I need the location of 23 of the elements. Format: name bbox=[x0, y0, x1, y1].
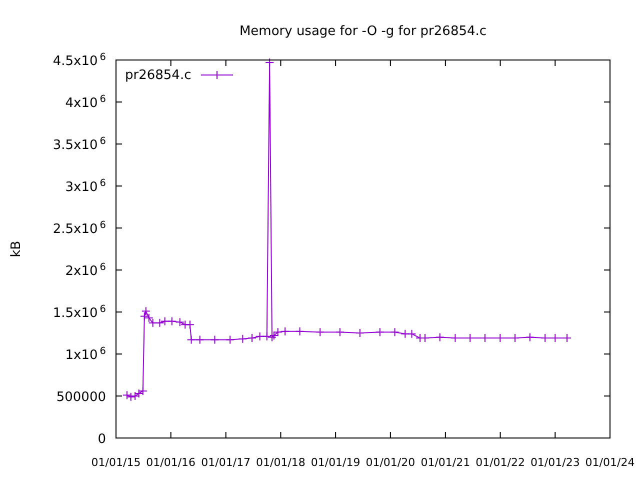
y-tick-label: 3x10$^{6}$ bbox=[65, 178, 106, 195]
x-tick-label: 01/01/18 bbox=[256, 456, 306, 469]
x-tick-label: 01/01/20 bbox=[366, 456, 416, 469]
y-tick-label: 3.5x10$^{6}$ bbox=[52, 136, 106, 153]
x-tick-label: 01/01/16 bbox=[146, 456, 196, 469]
legend-label: pr26854.c bbox=[125, 68, 192, 83]
x-tick-label: 01/01/15 bbox=[91, 456, 141, 469]
y-tick-label: 4.5x10$^{6}$ bbox=[52, 52, 106, 69]
y-tick-label: 2x10$^{6}$ bbox=[65, 262, 106, 279]
x-tick-label: 01/01/24 bbox=[585, 456, 635, 469]
y-tick-label: 500000 bbox=[56, 390, 106, 405]
y-tick-label: 4x10$^{6}$ bbox=[65, 94, 106, 111]
x-tick-label: 01/01/23 bbox=[530, 456, 580, 469]
x-tick-label: 01/01/22 bbox=[476, 456, 525, 469]
y-tick-label: 0 bbox=[98, 432, 106, 447]
y-tick-label: 2.5x10$^{6}$ bbox=[52, 220, 106, 237]
x-tick-label: 01/01/21 bbox=[420, 456, 470, 469]
y-tick-label: 1.5x10$^{6}$ bbox=[52, 304, 106, 321]
y-tick-label: 1x10$^{6}$ bbox=[65, 346, 106, 363]
y-axis-title: kB bbox=[9, 240, 24, 258]
chart-title: Memory usage for -O -g for pr26854.c bbox=[239, 24, 487, 39]
x-tick-label: 01/01/17 bbox=[201, 456, 251, 469]
x-tick-label: 01/01/19 bbox=[310, 456, 360, 469]
